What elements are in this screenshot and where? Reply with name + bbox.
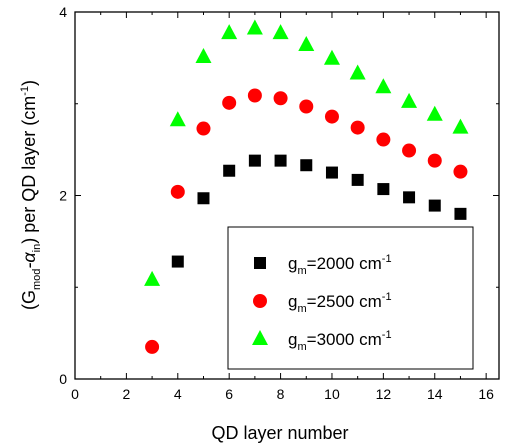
x-tick-label: 4 [174, 386, 182, 402]
data-point-series-3 [426, 105, 443, 121]
legend-label-part: =2500 cm [307, 292, 382, 311]
data-point-series-1 [274, 154, 287, 167]
data-point-series-3 [221, 24, 238, 40]
legend-label-series-3: gm=3000 cm-1 [288, 329, 392, 353]
data-point-series-2 [170, 184, 185, 199]
data-point-series-1 [223, 164, 236, 177]
legend-label-part: -1 [382, 329, 392, 341]
y-tick-label: 2 [59, 188, 67, 204]
ticks: 0 2 4 6 8 10 12 14 16 0 2 4 [59, 4, 499, 402]
data-point-series-3 [323, 49, 340, 65]
legend-label-part: g [288, 330, 297, 349]
x-tick-label: 14 [427, 386, 443, 402]
data-point-series-2 [299, 99, 314, 114]
data-point-series-1 [248, 154, 261, 167]
data-marks [144, 19, 469, 354]
data-point-series-2 [427, 153, 442, 168]
x-axis-title: QD layer number [211, 423, 348, 443]
data-point-series-3 [246, 19, 263, 35]
data-point-series-3 [452, 118, 469, 134]
data-point-series-2 [196, 121, 211, 136]
y-tick-label: 0 [59, 371, 67, 387]
legend-marker-series-3 [252, 330, 268, 345]
x-tick-label: 10 [324, 386, 340, 402]
legend-box [227, 226, 474, 370]
y-axis-title-mid: -α [19, 252, 39, 269]
data-point-series-2 [376, 132, 391, 147]
y-axis-title-end: ) [19, 80, 39, 86]
y-axis-title: (Gmod-αin) per QD layer (cm-1) [19, 80, 43, 310]
data-point-series-1 [197, 192, 210, 205]
legend-label-part: g [288, 254, 297, 273]
data-point-series-2 [273, 91, 288, 106]
legend: gm=2000 cm-1gm=2500 cm-1gm=3000 cm-1 [227, 226, 474, 370]
data-point-series-1 [351, 173, 364, 186]
x-tick-label: 0 [71, 386, 79, 402]
y-axis-title-suffix: ) per QD layer (cm [19, 96, 39, 244]
y-axis-title-sub2: in [31, 244, 43, 253]
x-tick-label: 2 [122, 386, 130, 402]
data-point-series-3 [144, 270, 161, 286]
x-tick-label: 8 [277, 386, 285, 402]
data-point-series-3 [169, 111, 186, 127]
data-point-series-2 [350, 120, 365, 135]
legend-label-part: m [297, 265, 306, 277]
legend-label-part: =2000 cm [307, 254, 382, 273]
legend-label-part: m [297, 303, 306, 315]
data-point-series-1 [428, 199, 441, 212]
legend-label-series-2: gm=2500 cm-1 [288, 291, 392, 315]
y-axis-title-sub1: mod [31, 269, 43, 290]
data-point-series-1 [454, 207, 467, 220]
data-point-series-3 [298, 36, 315, 52]
data-point-series-2 [222, 95, 237, 110]
data-point-series-2 [145, 339, 160, 354]
legend-label-part: -1 [382, 253, 392, 265]
data-point-series-2 [402, 143, 417, 158]
x-tick-label: 12 [376, 386, 392, 402]
legend-label-part: g [288, 292, 297, 311]
data-point-series-3 [349, 64, 366, 80]
data-point-series-1 [325, 166, 338, 179]
legend-label-part: =3000 cm [307, 330, 382, 349]
data-point-series-3 [375, 78, 392, 94]
data-point-series-1 [403, 191, 416, 204]
legend-label-series-1: gm=2000 cm-1 [288, 253, 392, 277]
data-point-series-2 [324, 109, 339, 124]
data-point-series-3 [272, 24, 289, 40]
legend-marker-series-1 [254, 257, 266, 269]
legend-label-part: m [297, 341, 306, 353]
data-point-series-3 [195, 47, 212, 63]
x-tick-label: 6 [225, 386, 233, 402]
legend-label-part: -1 [382, 291, 392, 303]
data-point-series-3 [401, 92, 418, 108]
data-point-series-2 [247, 88, 262, 103]
x-tick-label: 16 [478, 386, 494, 402]
data-point-series-2 [453, 164, 468, 179]
y-axis-title-prefix: (G [19, 290, 39, 310]
y-tick-label: 4 [59, 4, 67, 20]
data-point-series-1 [377, 183, 390, 196]
data-point-series-1 [171, 255, 184, 268]
legend-marker-series-2 [253, 294, 267, 308]
data-point-series-1 [300, 159, 313, 172]
y-axis-title-sup: -1 [19, 86, 31, 96]
